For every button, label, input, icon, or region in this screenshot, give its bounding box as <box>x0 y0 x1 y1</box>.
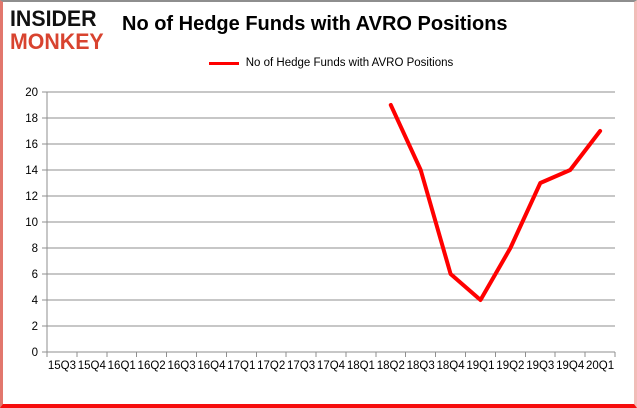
y-axis-label: 12 <box>25 191 38 203</box>
legend-label: No of Hedge Funds with AVRO Positions <box>245 57 454 69</box>
x-axis-label: 17Q2 <box>257 360 285 372</box>
y-axis-label: 6 <box>32 269 38 281</box>
x-axis-label: 19Q2 <box>496 360 524 372</box>
y-axis-label: 4 <box>32 295 39 307</box>
x-axis-label: 18Q3 <box>407 360 435 372</box>
x-axis-label: 19Q4 <box>556 360 585 372</box>
x-axis-label: 19Q3 <box>526 360 554 372</box>
x-axis-label: 16Q1 <box>108 360 136 372</box>
x-axis-label: 16Q4 <box>197 360 226 372</box>
y-axis-label: 10 <box>25 217 38 229</box>
logo-line-monkey: MONKEY <box>10 29 104 54</box>
line-chart: 0 2 4 6 8 10 12 14 16 18 20 15Q3 15Q4 16Q1 16Q2 16Q3 16Q… <box>25 87 616 372</box>
series-line <box>388 103 603 302</box>
y-axis-label: 16 <box>25 139 38 151</box>
x-axis-label: 18Q2 <box>377 360 405 372</box>
insider-monkey-logo: INSIDER MONKEY <box>10 7 119 53</box>
x-axis-label: 17Q1 <box>227 360 255 372</box>
logo-line-insider: INSIDER <box>10 6 97 31</box>
x-axis-label: 19Q1 <box>466 360 494 372</box>
y-axis-label: 18 <box>25 113 38 125</box>
y-axis-label: 20 <box>25 87 38 99</box>
x-axis-label: 15Q3 <box>48 360 76 372</box>
x-axis-label: 16Q2 <box>138 360 166 372</box>
x-axis-label: 15Q4 <box>78 360 107 372</box>
x-axis-label: 16Q3 <box>167 360 195 372</box>
y-axis-label: 14 <box>25 165 38 177</box>
y-axis-label: 2 <box>32 321 38 333</box>
x-axis-label: 20Q1 <box>586 360 614 372</box>
x-axis-label: 17Q3 <box>287 360 315 372</box>
chart-title: No of Hedge Funds with AVRO Positions <box>122 13 508 35</box>
chart-legend: No of Hedge Funds with AVRO Positions <box>47 57 615 69</box>
y-axis-label: 8 <box>32 243 38 255</box>
legend-line-swatch <box>208 61 239 65</box>
x-axis-label: 18Q1 <box>347 360 375 372</box>
x-axis-label: 18Q4 <box>437 360 466 372</box>
y-axis-label: 0 <box>32 347 38 359</box>
x-axis-label: 17Q4 <box>317 360 346 372</box>
